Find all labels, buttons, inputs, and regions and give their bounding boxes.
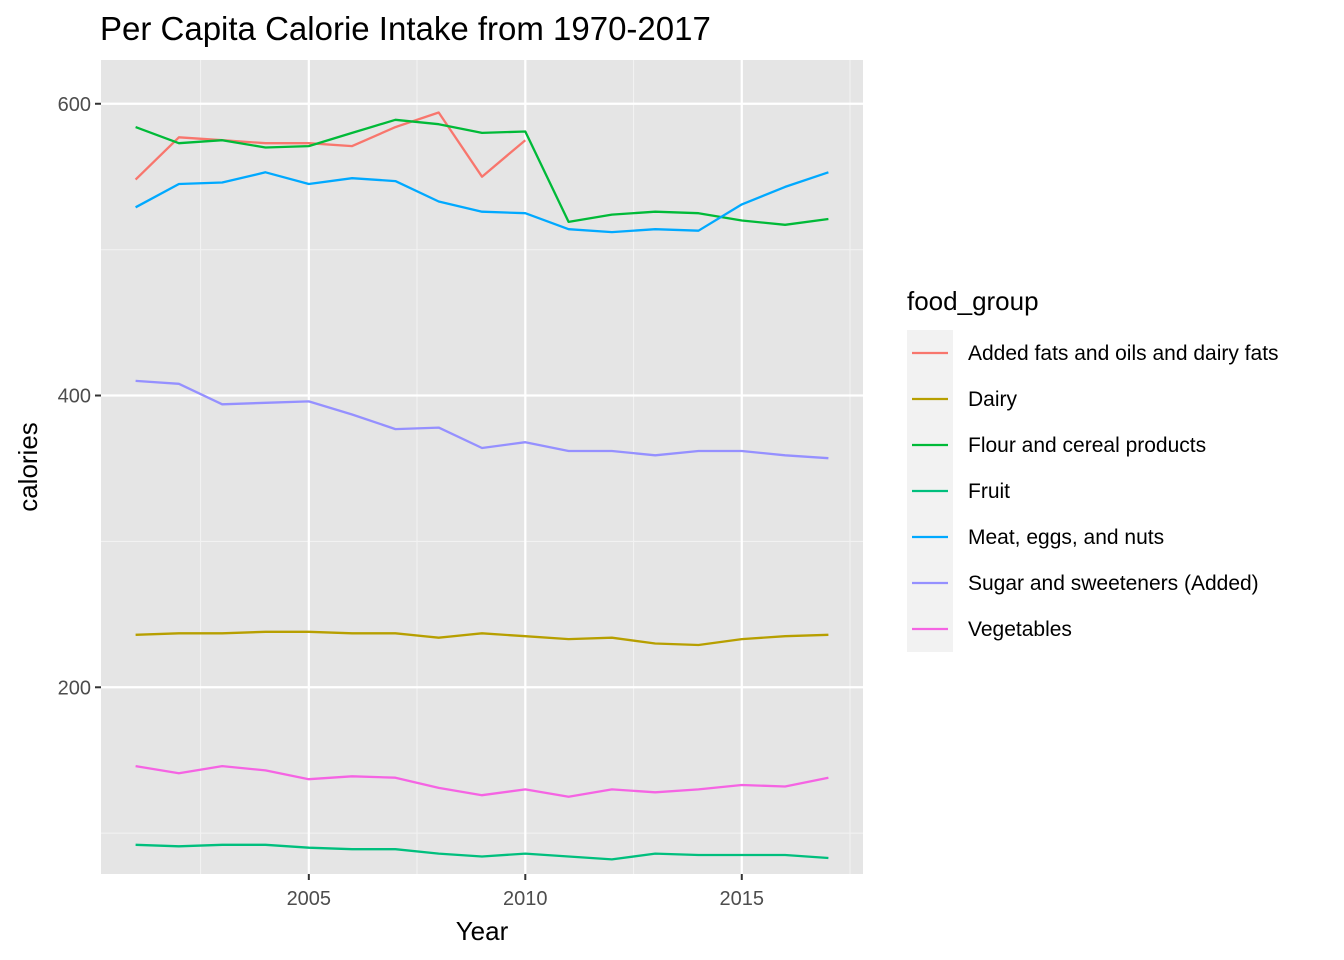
legend-label-6: Vegetables [968, 618, 1072, 641]
legend-label-5: Sugar and sweeteners (Added) [968, 572, 1259, 595]
series-lines [134, 111, 829, 861]
series-line-3 [135, 843, 829, 861]
y-tick-label: 400 [58, 386, 91, 408]
series-line-1 [135, 630, 829, 647]
y-tick-label: 200 [58, 677, 91, 699]
legend: food_group Added fats and oils and dairy… [907, 286, 1279, 652]
legend-label-1: Dairy [968, 388, 1018, 411]
y-axis: 200 400 600 [58, 94, 101, 699]
plot-panel [101, 60, 863, 874]
legend-label-4: Meat, eggs, and nuts [968, 526, 1164, 549]
legend-label-2: Flour and cereal products [968, 434, 1206, 457]
series-line-5 [135, 379, 829, 460]
legend-label-3: Fruit [968, 480, 1010, 503]
x-tick-label: 2015 [720, 888, 765, 910]
x-axis-title: Year [456, 916, 509, 946]
major-gridlines [101, 60, 863, 874]
chart-title: Per Capita Calorie Intake from 1970-2017 [100, 10, 711, 47]
minor-gridlines [101, 60, 863, 874]
y-tick-label: 600 [58, 94, 91, 116]
x-tick-label: 2005 [287, 888, 332, 910]
series-line-6 [135, 764, 829, 798]
series-line-2 [135, 118, 829, 226]
y-axis-title: calories [13, 422, 43, 512]
legend-title: food_group [907, 286, 1039, 316]
series-line-4 [135, 171, 829, 234]
legend-label-0: Added fats and oils and dairy fats [968, 342, 1279, 365]
x-axis: 2005 2010 2015 [287, 874, 764, 910]
legend-items: Added fats and oils and dairy fats Dairy F… [912, 342, 1279, 641]
series-line-0 [134, 111, 527, 181]
x-tick-label: 2010 [503, 888, 548, 910]
